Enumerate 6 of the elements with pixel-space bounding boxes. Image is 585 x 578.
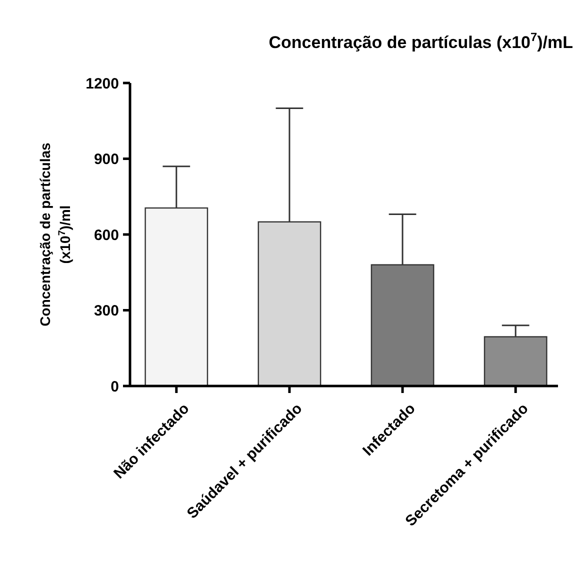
chart-title: Concentração de partículas (x10$^{7}$)/mL (268, 30, 573, 52)
y-tick-label: 1200 (86, 75, 119, 92)
y-tick-label: 900 (94, 151, 119, 168)
y-tick-label: 300 (94, 302, 119, 320)
y-tick-label: 0 (110, 378, 119, 396)
y-tick-label: 600 (94, 226, 119, 244)
